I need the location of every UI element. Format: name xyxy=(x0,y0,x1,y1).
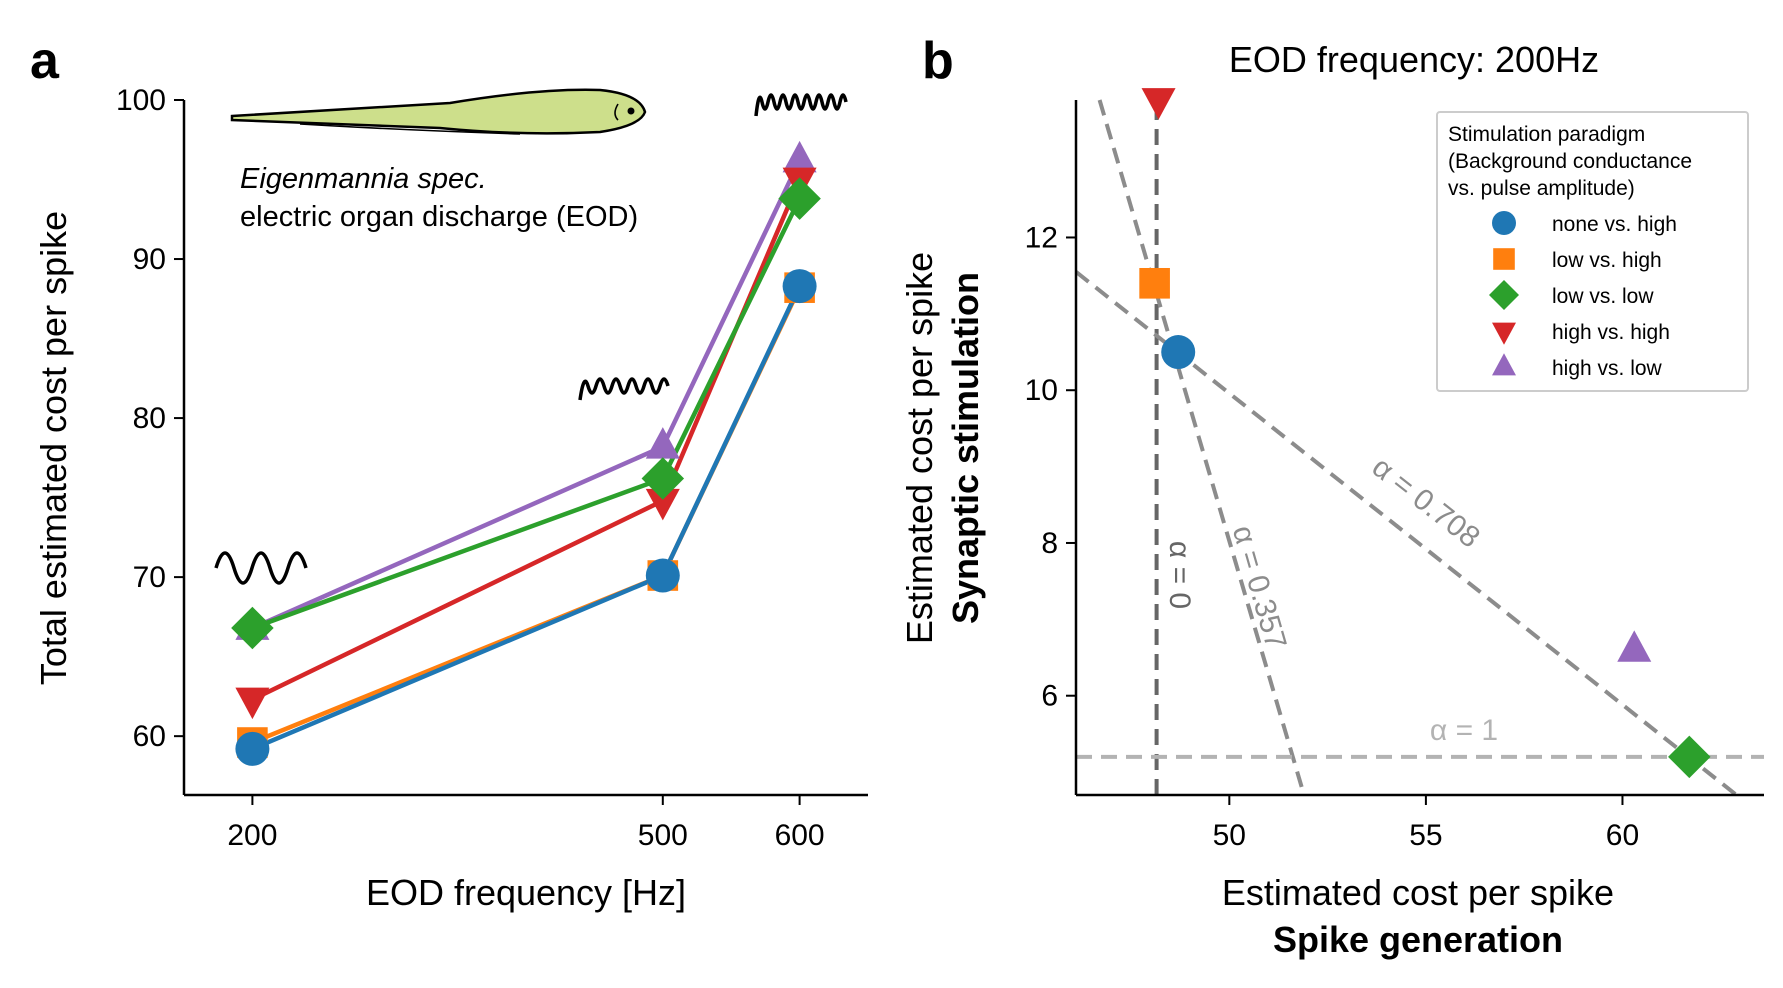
series-point-high_high xyxy=(645,488,680,521)
legend-marker-none_high xyxy=(1492,211,1516,235)
panel-a-xtick-label: 200 xyxy=(227,819,277,852)
legend-title-line-1: Stimulation paradigm xyxy=(1448,123,1645,146)
point-low_low xyxy=(1668,735,1711,779)
panel-a-ytick-label: 60 xyxy=(133,720,166,753)
fish-gill xyxy=(614,103,619,121)
eod-wave-200hz xyxy=(214,551,308,585)
point-low_high xyxy=(1139,267,1170,299)
panel-b-xtick-label: 50 xyxy=(1213,819,1246,852)
panel-b-xlabel-bold: Spike generation xyxy=(1273,919,1563,960)
panel-b-ylabel: Estimated cost per spike xyxy=(899,252,940,644)
series-point-none_high xyxy=(645,558,680,593)
panel-b: b EOD frequency: 200Hz α = 0 α = 0.357 α… xyxy=(899,32,1764,960)
legend: Stimulation paradigm (Background conduct… xyxy=(1436,111,1749,392)
fish-body xyxy=(230,88,647,135)
legend-label-high_low: high vs. low xyxy=(1552,357,1663,380)
panel-b-ylabel-bold: Synaptic stimulation xyxy=(945,272,986,624)
series-line-low_low xyxy=(251,197,802,631)
legend-label-high_high: high vs. high xyxy=(1552,321,1670,344)
legend-marker-high_high xyxy=(1492,322,1516,345)
legend-items: none vs. high low vs. high low vs. low high… xyxy=(1489,211,1677,380)
panel-a-ylabel: Total estimated cost per spike xyxy=(33,211,74,685)
legend-title-line-2: (Background conductance xyxy=(1448,150,1692,173)
series-point-high_low xyxy=(645,427,680,459)
eod-wave-500hz xyxy=(578,377,670,401)
series-point-low_low xyxy=(778,177,821,220)
legend-label-none_high: none vs. high xyxy=(1552,213,1677,236)
legend-label-low_low: low vs. low xyxy=(1552,285,1654,308)
legend-marker-low_high xyxy=(1493,248,1515,270)
series-point-none_high xyxy=(782,269,817,304)
fish-caption: electric organ discharge (EOD) xyxy=(240,201,638,233)
alpha-1-label: α = 1 xyxy=(1430,714,1498,747)
fish-illustration xyxy=(230,88,647,135)
panel-a-xtick-label: 600 xyxy=(775,819,825,852)
series-point-low_low xyxy=(231,606,274,650)
panel-b-ytick-label: 12 xyxy=(1025,221,1058,254)
point-none_high xyxy=(1161,335,1196,370)
panel-b-ytick-label: 6 xyxy=(1041,680,1058,713)
legend-marker-high_low xyxy=(1492,353,1516,376)
panel-a-series-markers xyxy=(231,140,821,766)
fish-species-label: Eigenmannia spec. xyxy=(240,163,487,195)
point-high_high xyxy=(1141,88,1176,120)
series-point-high_high xyxy=(235,687,270,720)
panel-b-label: b xyxy=(922,32,954,90)
panel-b-xlabel: Estimated cost per spike xyxy=(1222,872,1614,913)
panel-a-ytick-label: 70 xyxy=(133,561,166,594)
panel-b-ytick-label: 8 xyxy=(1041,527,1058,560)
panel-a-ytick-label: 80 xyxy=(133,402,166,435)
panel-a: a Eigenmannia spec. electric organ disch… xyxy=(30,32,868,913)
point-high_low xyxy=(1617,630,1652,662)
series-line-low_high xyxy=(251,286,802,745)
series-line-high_high xyxy=(251,178,802,702)
legend-box xyxy=(1436,111,1749,392)
legend-label-low_high: low vs. high xyxy=(1552,249,1662,272)
panel-a-xlabel: EOD frequency [Hz] xyxy=(366,872,686,913)
alpha-0357-label: α = 0.357 xyxy=(1226,522,1293,653)
fish-eye xyxy=(627,107,635,115)
legend-title-line-3: vs. pulse amplitude) xyxy=(1448,177,1635,200)
series-point-none_high xyxy=(235,731,270,766)
legend-marker-low_low xyxy=(1489,280,1519,310)
fish-fin xyxy=(299,123,521,135)
panel-b-ticks: 50 55 60 6 8 10 12 xyxy=(1025,221,1640,852)
panel-b-xtick-label: 60 xyxy=(1606,819,1639,852)
series-point-low_low xyxy=(641,457,685,500)
alpha-0708-label: α = 0.708 xyxy=(1366,451,1486,555)
panel-a-ticks: 200 500 600 60 70 80 90 100 xyxy=(116,84,825,852)
alpha-line-1 xyxy=(1097,99,1306,796)
panel-b-title: EOD frequency: 200Hz xyxy=(1229,39,1599,80)
alpha-0-label: α = 0 xyxy=(1163,541,1196,609)
panel-b-xtick-label: 55 xyxy=(1409,819,1442,852)
series-line-none_high xyxy=(251,285,802,751)
panel-a-ytick-label: 90 xyxy=(133,243,166,276)
panel-a-xtick-label: 500 xyxy=(638,819,688,852)
eod-wave-600hz xyxy=(754,93,848,117)
series-point-high_low xyxy=(782,140,817,173)
panel-a-ytick-label: 100 xyxy=(116,84,166,117)
panel-b-ytick-label: 10 xyxy=(1025,374,1058,407)
panel-b-points xyxy=(1139,88,1711,779)
panel-a-series-lines xyxy=(251,159,802,751)
panel-a-label: a xyxy=(30,32,60,90)
